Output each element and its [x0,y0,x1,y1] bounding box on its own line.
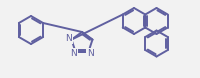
Text: N: N [70,49,77,58]
Text: N: N [65,34,72,43]
Text: N: N [87,49,94,58]
Text: N: N [87,50,94,59]
Text: N: N [65,35,71,44]
Text: N: N [70,50,77,59]
